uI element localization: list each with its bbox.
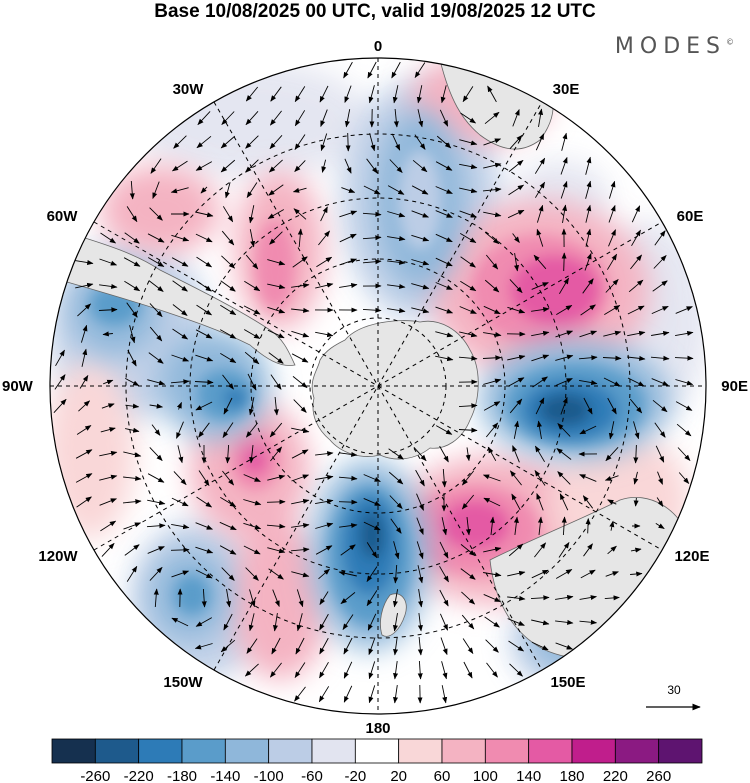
lon-label-120e: 120E [674,548,709,565]
map-disk [40,50,720,730]
colorbar-swatch [312,739,355,763]
lon-label-90e: 90E [721,378,748,395]
colorbar-tick-label: -220 [124,768,154,783]
colorbar-swatch [399,739,442,763]
colorbar-tick-label: -60 [301,768,323,783]
colorbar-tick-label: 100 [473,768,498,783]
wind-vector [348,133,349,151]
lon-label-90w: 90W [2,378,34,395]
lon-label-150e: 150E [550,674,585,691]
colorbar-tick-label: -100 [254,768,284,783]
lon-label-60w: 60W [47,208,79,225]
lon-label-180: 180 [365,720,390,737]
colorbar-swatch [52,739,95,763]
colorbar-tick-label: -180 [167,768,197,783]
wind-vector [564,253,565,271]
wind-vector [588,519,589,534]
reference-vector-label: 30 [667,683,681,697]
colorbar-swatch [355,739,398,763]
colorbar: -260 -220 -180 -140 -100 -60 -20 20 60 100 140 180 2… [52,739,702,783]
colorbar-swatch [615,739,658,763]
lon-label-30w: 30W [173,81,205,98]
colorbar-swatch [529,739,572,763]
polar-map: 0 180 90W 90E 30W 60W 30E 60E 120W 150W … [0,0,750,783]
colorbar-tick-label: 180 [559,768,584,783]
lon-label-30e: 30E [553,81,580,98]
colorbar-tick-label: -260 [80,768,110,783]
colorbar-swatch [139,739,182,763]
colorbar-swatch [572,739,615,763]
lon-label-0: 0 [374,38,382,55]
colorbar-swatch [442,739,485,763]
colorbar-swatch [485,739,528,763]
wind-vector [267,502,285,503]
colorbar-swatch [95,739,138,763]
colorbar-tick-label: -140 [210,768,240,783]
colorbar-tick-label: -20 [344,768,366,783]
lon-label-120w: 120W [38,548,78,565]
colorbar-tick-label: 60 [434,768,451,783]
colorbar-swatch [182,739,225,763]
lon-label-150w: 150W [163,674,203,691]
colorbar-tick-label: 20 [390,768,407,783]
colorbar-tick-label: 220 [603,768,628,783]
wind-vector [339,502,357,503]
colorbar-tick-label: 260 [646,768,671,783]
reference-vector: 30 [646,683,700,707]
colorbar-swatch [225,739,268,763]
colorbar-swatch [269,739,312,763]
colorbar-swatch [659,739,702,763]
lon-label-60e: 60E [677,208,704,225]
colorbar-tick-label: 140 [516,768,541,783]
wind-vector [171,550,189,551]
